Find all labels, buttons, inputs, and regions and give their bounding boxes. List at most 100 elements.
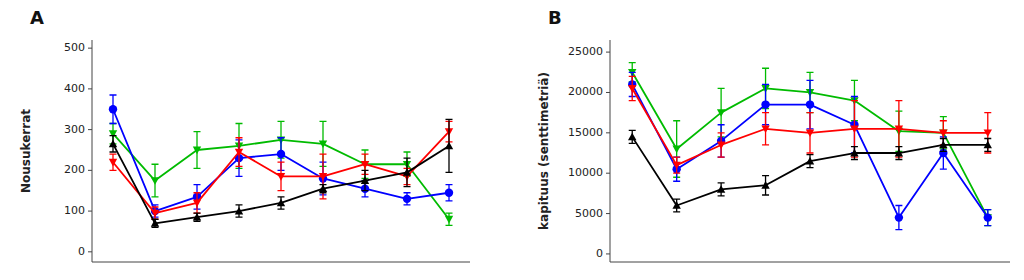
error-bar xyxy=(895,205,902,229)
panel-title: B xyxy=(548,7,562,28)
error-bar xyxy=(110,95,117,124)
marker xyxy=(895,125,903,133)
x-axis-line xyxy=(610,262,1010,263)
marker xyxy=(193,200,201,208)
series xyxy=(628,63,992,226)
x-axis-line xyxy=(92,262,470,263)
y-tick-label: 100 xyxy=(64,204,85,217)
marker xyxy=(445,142,453,150)
error-bar xyxy=(152,164,159,197)
marker xyxy=(939,141,947,149)
marker xyxy=(806,100,814,108)
y-tick xyxy=(606,132,610,133)
error-bar xyxy=(673,121,680,178)
marker xyxy=(984,129,992,137)
series xyxy=(628,72,992,229)
panel: 0500010000150002000025000kapituus (sentt… xyxy=(537,7,1010,262)
y-tick xyxy=(88,48,92,49)
marker xyxy=(984,141,992,149)
marker xyxy=(277,199,285,207)
error-bar xyxy=(236,138,243,167)
marker xyxy=(984,214,992,222)
marker xyxy=(109,159,117,167)
y-tick xyxy=(88,129,92,130)
error-bar xyxy=(940,137,947,169)
y-axis-label: Nousukerrat xyxy=(19,109,33,193)
marker xyxy=(151,219,159,227)
y-tick-label: 25000 xyxy=(568,45,603,58)
marker xyxy=(193,213,201,221)
y-tick xyxy=(88,211,92,212)
series-line xyxy=(113,132,449,213)
y-tick xyxy=(606,213,610,214)
error-bar xyxy=(629,76,636,100)
series-line xyxy=(113,109,449,211)
marker xyxy=(445,216,453,224)
y-tick-label: 0 xyxy=(78,245,85,258)
marker xyxy=(628,85,636,93)
error-bar xyxy=(446,185,453,201)
marker xyxy=(806,129,814,137)
error-bar xyxy=(404,193,411,205)
series xyxy=(628,130,992,212)
marker xyxy=(895,213,903,221)
marker xyxy=(717,109,725,117)
marker xyxy=(895,149,903,157)
marker xyxy=(850,149,858,157)
y-tick xyxy=(88,251,92,252)
marker xyxy=(277,173,285,181)
marker xyxy=(319,184,327,192)
marker xyxy=(717,185,725,193)
panel: 0100200300400500NousukerratA xyxy=(19,7,470,262)
series-line xyxy=(632,88,988,165)
y-tick-label: 10000 xyxy=(568,166,603,179)
marker xyxy=(235,207,243,215)
y-tick-label: 200 xyxy=(64,163,85,176)
y-axis-line xyxy=(92,40,93,262)
marker xyxy=(193,147,201,155)
y-axis-label: kapituus (senttimetriä) xyxy=(537,72,551,230)
marker xyxy=(109,105,117,113)
error-bar xyxy=(718,125,725,157)
y-tick xyxy=(606,52,610,53)
y-tick-label: 5000 xyxy=(575,207,603,220)
marker xyxy=(850,125,858,133)
series-line xyxy=(632,72,988,217)
error-bar xyxy=(446,119,453,172)
marker xyxy=(319,173,327,181)
series xyxy=(109,119,453,227)
series-line xyxy=(632,84,988,217)
panel-title: A xyxy=(30,7,44,28)
marker xyxy=(761,181,769,189)
plot-area xyxy=(109,95,453,227)
y-tick xyxy=(606,92,610,93)
marker xyxy=(109,140,117,148)
y-tick xyxy=(606,253,610,254)
marker xyxy=(403,195,411,203)
marker xyxy=(445,189,453,197)
marker xyxy=(761,100,769,108)
y-tick-label: 20000 xyxy=(568,85,603,98)
marker xyxy=(277,150,285,158)
figure: 0100200300400500NousukerratA050001000015… xyxy=(0,0,1024,280)
series xyxy=(109,121,453,219)
marker xyxy=(806,157,814,165)
y-tick-label: 15000 xyxy=(568,126,603,139)
marker xyxy=(361,176,369,184)
y-tick xyxy=(88,170,92,171)
marker xyxy=(361,161,369,169)
y-axis-line xyxy=(610,40,611,262)
marker xyxy=(151,177,159,185)
y-tick-label: 400 xyxy=(64,82,85,95)
marker xyxy=(319,141,327,149)
marker xyxy=(628,133,636,141)
marker xyxy=(672,146,680,154)
series xyxy=(628,76,992,173)
marker xyxy=(672,162,680,170)
series-line xyxy=(113,144,449,223)
marker xyxy=(984,213,992,221)
marker xyxy=(403,168,411,176)
marker xyxy=(672,201,680,209)
error-bar xyxy=(110,154,117,170)
y-tick-label: 300 xyxy=(64,123,85,136)
